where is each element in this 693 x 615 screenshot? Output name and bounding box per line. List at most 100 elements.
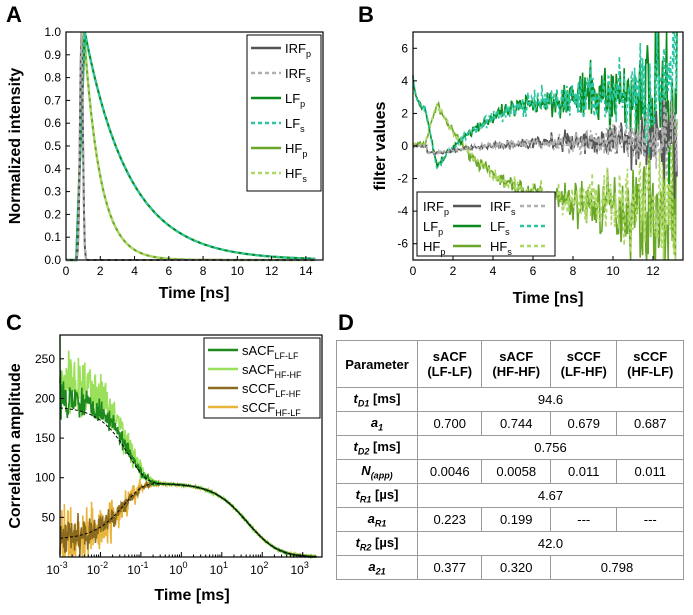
series-line-b-LFs (412, 31, 678, 170)
x-tick-label: 12 (265, 264, 279, 278)
table-header-row: Parameter sACF (LF-LF) sACF (HF-HF) sCCF (LF-H… (336, 340, 684, 388)
y-tick-label: 150 (35, 431, 55, 445)
table-value-cell: 0.199 (481, 507, 551, 532)
legend-b-IRFs-label: IRFs (490, 199, 516, 217)
y-tick-label: 200 (35, 391, 55, 405)
legend-b-IRFp-label: IRFp (423, 199, 449, 217)
chart-a-xlabel: Time [ns] (159, 285, 230, 302)
y-tick-label: 0.8 (44, 71, 61, 85)
y-tick-label: 0.3 (44, 185, 61, 199)
fit-parameters-table: Parameter sACF (LF-LF) sACF (HF-HF) sCCF (LF-H… (336, 340, 684, 580)
x-tick-label: 8 (570, 264, 577, 278)
table-value-cell: 94.6 (417, 387, 684, 412)
table-value-cell: 0.0046 (416, 459, 483, 484)
y-tick-label: 0.1 (44, 230, 61, 244)
table-value-cell: 0.0058 (481, 459, 551, 484)
chart-a-ticks: 0 2 4 6 8 10 12 14 0.0 0.1 0.2 0.3 0.4 0.5 0.6 0.7 0.8 0.… (44, 25, 313, 278)
table-row: a21 0.377 0.320 0.798 (336, 555, 684, 580)
y-tick-label: 0.9 (44, 48, 61, 62)
x-tick-label: 2 (450, 264, 457, 278)
y-tick-label: 4 (401, 74, 408, 88)
table-value-cell: 42.0 (417, 531, 684, 556)
legend-b-LFs-label: LFs (490, 219, 510, 237)
table-value-cell: --- (549, 507, 618, 532)
chart-c-ticks: 10-3 10-2 10-1 100 101 102 103 50 100 150 200 250 (35, 352, 309, 577)
table-header-cell: sACF (LF-LF) (416, 340, 483, 388)
x-tick-label: 6 (530, 264, 537, 278)
table-row: aR1 0.223 0.199 --- --- (336, 507, 684, 532)
table-row: tR2 [µs] 42.0 (336, 531, 684, 556)
table-value-cell: 0.744 (481, 411, 551, 436)
chart-panel-c: 10-3 10-2 10-1 100 101 102 103 50 100 150 200 250 T… (7, 334, 323, 604)
x-tick-label: 10 (606, 264, 620, 278)
x-tick-label: 10-3 (46, 560, 67, 577)
y-tick-label: 0.5 (44, 139, 61, 153)
chart-b-xlabel: Time [ns] (513, 290, 584, 307)
chart-panel-a: 0 2 4 6 8 10 12 14 0.0 0.1 0.2 0.3 0.4 0.5 0.6 0.7 0.8 0.… (7, 25, 324, 302)
table-value-cell: 0.011 (549, 459, 618, 484)
x-tick-label: 0 (63, 264, 70, 278)
chart-a-legend-box (246, 34, 322, 192)
series-line-b-LFp (412, 31, 678, 184)
y-tick-label: 0.2 (44, 207, 61, 221)
table-value-cell: --- (616, 507, 684, 532)
x-tick-label: 8 (200, 264, 207, 278)
table-row: tD2 [ms] 0.756 (336, 435, 684, 460)
legend-b-HFp-label: HFp (423, 239, 445, 257)
y-tick-label: 0.0 (44, 253, 61, 267)
chart-c-ylabel: Correlation amplitude (7, 363, 24, 528)
series-line-a-LFs (66, 31, 316, 262)
y-tick-label: 0.4 (44, 162, 61, 176)
legend-b-LFp-label: LFp (423, 219, 443, 237)
panel-label-c: C (6, 310, 22, 335)
x-tick-label: 4 (131, 264, 138, 278)
series-line-b-IRFs (412, 98, 678, 178)
table-value-cell: 0.756 (417, 435, 684, 460)
table-value-cell: 0.223 (416, 507, 483, 532)
chart-b-legend-box (416, 191, 556, 257)
table-row-label: tD2 [ms] (336, 435, 418, 460)
x-tick-label: 14 (299, 264, 313, 278)
table-row: tD1 [ms] 94.6 (336, 387, 684, 412)
chart-a-legend: IRFp IRFs LFp LFs HFp HFs (246, 34, 322, 192)
table-value-cell: 4.67 (417, 483, 684, 508)
table-value-cell: 0.679 (549, 411, 618, 436)
y-tick-label: -2 (397, 172, 408, 186)
table-row: N(app) 0.0046 0.0058 0.011 0.011 (336, 459, 684, 484)
series-line-c-sCCF-HF-LF (59, 479, 318, 559)
x-tick-label: 4 (490, 264, 497, 278)
table-value-cell: 0.687 (616, 411, 684, 436)
y-tick-label: 50 (42, 510, 56, 524)
y-tick-label: 100 (35, 471, 55, 485)
table-row-label: a1 (336, 411, 418, 436)
x-tick-label: 2 (97, 264, 104, 278)
chart-a-ylabel: Normalized intensity (7, 68, 24, 225)
y-tick-label: -6 (397, 237, 408, 251)
legend-a-IRFp-label: IRFp (285, 41, 311, 59)
table-row-label: tD1 [ms] (336, 387, 418, 412)
table-header-cell: sCCF (LF-HF) (549, 340, 618, 388)
table-row-label: N(app) (336, 459, 418, 484)
table-row-label: aR1 (336, 507, 418, 532)
legend-a-LFp-label: LFp (285, 91, 305, 109)
y-tick-label: 6 (401, 41, 408, 55)
table-value-cell: 0.377 (416, 555, 483, 580)
x-tick-label: 100 (169, 560, 187, 577)
chart-c-legend-box (203, 337, 321, 419)
legend-b-HFs-label: HFs (490, 239, 512, 257)
x-tick-label: 10-1 (127, 560, 148, 577)
x-tick-label: 12 (646, 264, 660, 278)
x-tick-label: 101 (210, 560, 228, 577)
chart-c-xlabel: Time [ms] (154, 587, 229, 604)
y-tick-label: 250 (35, 352, 55, 366)
table-value-cell: 0.320 (481, 555, 551, 580)
x-tick-label: 103 (291, 560, 309, 577)
y-tick-label: 2 (401, 106, 408, 120)
y-tick-label: 0.7 (44, 93, 61, 107)
table-header-cell: sACF (HF-HF) (481, 340, 551, 388)
table-row-label: tR2 [µs] (336, 531, 418, 556)
panel-label-d: D (338, 310, 354, 335)
y-tick-label: 0.6 (44, 116, 61, 130)
chart-panel-b: 0 2 4 6 8 10 12 -6 -4 -2 0 2 4 6 Time [ns] filter val… (372, 31, 684, 307)
